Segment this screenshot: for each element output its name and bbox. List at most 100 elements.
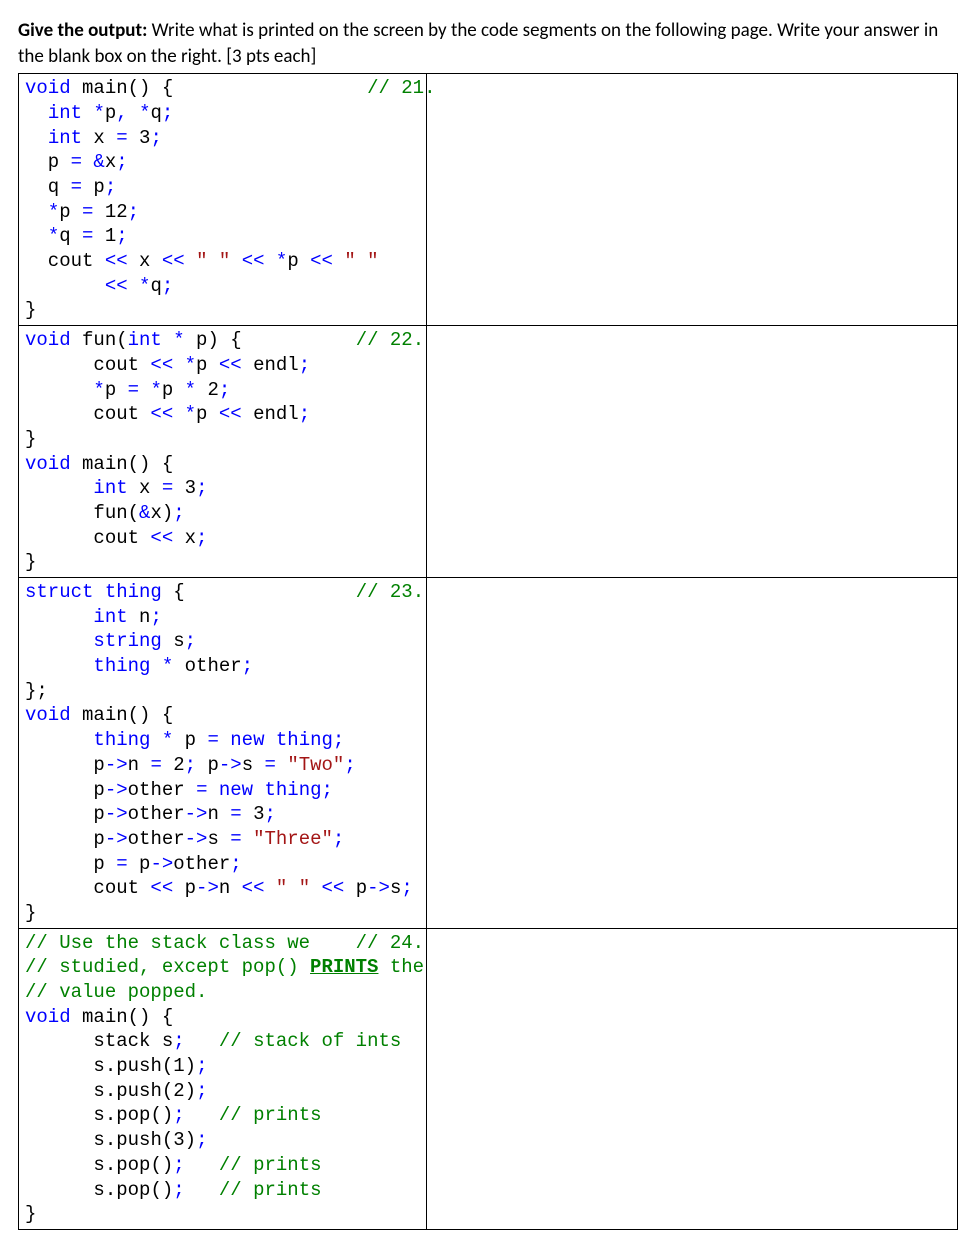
code-token: struct [25, 581, 93, 603]
answer-cell[interactable] [427, 928, 958, 1229]
code-token: () [150, 1154, 173, 1176]
code-token: ; [344, 754, 355, 776]
problem-row: struct thing { // 23. int n; string s; t… [19, 578, 958, 929]
code-token: int [93, 606, 127, 628]
code-token: ; [230, 853, 241, 875]
code-token: . [105, 1055, 116, 1077]
code-token: x [128, 477, 162, 499]
code-token: = [128, 379, 139, 401]
code-token: (1) [162, 1055, 196, 1077]
code-token: ; [150, 606, 161, 628]
problems-table: void main() { // 21. int *p, *q; int x =… [18, 73, 958, 1230]
code-token: * [93, 102, 104, 124]
code-token [25, 477, 93, 499]
code-token: ( [128, 502, 139, 524]
code-token: * [139, 102, 150, 124]
code-token: * [150, 379, 161, 401]
code-token: . [105, 1104, 116, 1126]
code-token [25, 379, 93, 401]
code-token: ; [173, 1030, 184, 1052]
code-token: << [105, 250, 128, 272]
code-token: << [219, 354, 242, 376]
code-token: q [150, 275, 161, 297]
code-token [25, 201, 48, 223]
code-token: int [93, 477, 127, 499]
code-token: * [139, 275, 150, 297]
code-token: ; [265, 803, 276, 825]
code-token [173, 354, 184, 376]
instruction-lead: Give the output: [18, 19, 152, 42]
code-token: ; [173, 1179, 184, 1201]
code-token: main [71, 1006, 128, 1028]
code-token: x [82, 127, 116, 149]
code-token: thing [265, 779, 322, 801]
code-token: = [71, 176, 82, 198]
code-token: . [105, 1179, 116, 1201]
code-token: p [162, 379, 185, 401]
code-token [25, 127, 48, 149]
code-token: ; [196, 527, 207, 549]
code-token: << [219, 403, 242, 425]
code-token: // prints [219, 1104, 322, 1126]
code-token: << [150, 527, 173, 549]
code-token: n [128, 606, 151, 628]
code-token [25, 225, 48, 247]
code-token: << [150, 877, 173, 899]
instruction-text: Give the output: Write what is printed o… [18, 18, 958, 69]
code-token [253, 779, 264, 801]
code-token: p [173, 877, 196, 899]
code-token: ; [162, 102, 173, 124]
code-token: ; [299, 354, 310, 376]
code-token: main [71, 704, 128, 726]
code-token: ; [105, 176, 116, 198]
code-token: x [105, 151, 116, 173]
code-token: thing [105, 581, 162, 603]
code-token: s [25, 1104, 105, 1126]
code-token [25, 655, 93, 677]
code-token: -> [105, 828, 128, 850]
code-token: p [196, 754, 219, 776]
code-token [185, 1179, 219, 1201]
code-token [264, 877, 275, 899]
code-token: ; [322, 779, 333, 801]
code-token: ; [299, 403, 310, 425]
code-token: pop [116, 1104, 150, 1126]
code-token: * [185, 379, 196, 401]
code-token: ; [150, 127, 161, 149]
code-token [25, 729, 93, 751]
code-token: * [48, 225, 59, 247]
code-token: s [25, 1080, 105, 1102]
code-token: * [173, 329, 184, 351]
answer-cell[interactable] [427, 326, 958, 578]
code-token: n [219, 877, 242, 899]
code-token: main [71, 453, 128, 475]
code-token: pop [116, 1179, 150, 1201]
code-token: n [207, 803, 230, 825]
code-token: 3 [242, 803, 265, 825]
code-token: * [162, 655, 173, 677]
code-token: ) { [207, 329, 355, 351]
code-token [185, 250, 196, 272]
answer-cell[interactable] [427, 74, 958, 326]
code-token: // 22. [356, 329, 424, 351]
answer-cell[interactable] [427, 578, 958, 929]
code-token: } [25, 551, 36, 573]
code-token [93, 581, 104, 603]
code-token: main [71, 77, 128, 99]
code-token: p [59, 201, 82, 223]
code-block-21: void main() { // 21. int *p, *q; int x =… [19, 74, 426, 325]
code-token: // prints [219, 1154, 322, 1176]
code-token [242, 828, 253, 850]
code-token: " " [196, 250, 230, 272]
code-token: . [105, 1154, 116, 1176]
code-token: void [25, 1006, 71, 1028]
code-token: = [162, 477, 173, 499]
code-token: cout [25, 354, 150, 376]
code-token: // value popped. [25, 981, 207, 1003]
code-token: 1 [93, 225, 116, 247]
code-token: = [196, 779, 207, 801]
code-token [230, 250, 241, 272]
code-token: -> [196, 877, 219, 899]
code-token: ; [196, 1055, 207, 1077]
code-token: ; [173, 1154, 184, 1176]
